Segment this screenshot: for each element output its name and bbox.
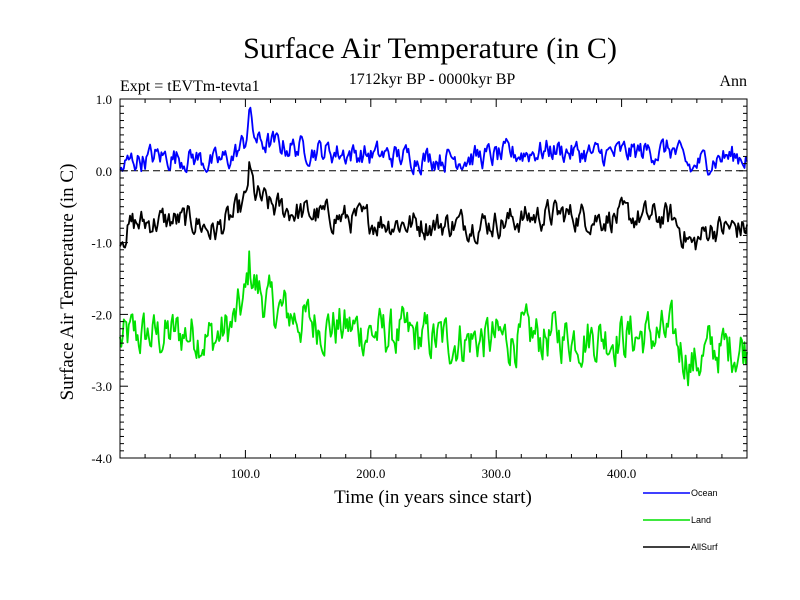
plot-area bbox=[119, 106, 748, 387]
x-axis-label: Time (in years since start) bbox=[334, 487, 532, 508]
legend-label-ocean: Ocean bbox=[691, 488, 718, 498]
y-tick-label: -1.0 bbox=[91, 236, 112, 251]
chart-title: Surface Air Temperature (in C) bbox=[243, 32, 617, 65]
x-tick-label: 200.0 bbox=[356, 466, 385, 481]
legend: Ocean Land AllSurf bbox=[643, 488, 718, 552]
y-tick-label: 0.0 bbox=[96, 164, 112, 179]
y-tick-label: -4.0 bbox=[91, 451, 112, 466]
legend-label-land: Land bbox=[691, 515, 711, 525]
x-tick-label: 300.0 bbox=[482, 466, 511, 481]
y-tick-label: -2.0 bbox=[91, 307, 112, 322]
chart-subtitle: 1712kyr BP - 0000kyr BP bbox=[349, 71, 516, 88]
y-axis-label: Surface Air Temperature (in C) bbox=[57, 164, 78, 401]
x-tick-label: 400.0 bbox=[607, 466, 636, 481]
x-tick-label: 100.0 bbox=[231, 466, 260, 481]
experiment-label: Expt = tEVTm-tevta1 bbox=[120, 78, 260, 95]
season-label: Ann bbox=[719, 73, 747, 90]
series-line-ocean bbox=[119, 106, 748, 176]
series-line-allsurf bbox=[119, 161, 748, 251]
legend-label-allsurf: AllSurf bbox=[691, 542, 718, 552]
series-line-land bbox=[119, 250, 748, 387]
axis-ticks: 1.0 0.0 -1.0 -2.0 -3.0 -4.0 100.0 200.0 300.0 400… bbox=[91, 92, 747, 481]
y-tick-label: 1.0 bbox=[96, 92, 112, 107]
y-tick-label: -3.0 bbox=[91, 379, 112, 394]
